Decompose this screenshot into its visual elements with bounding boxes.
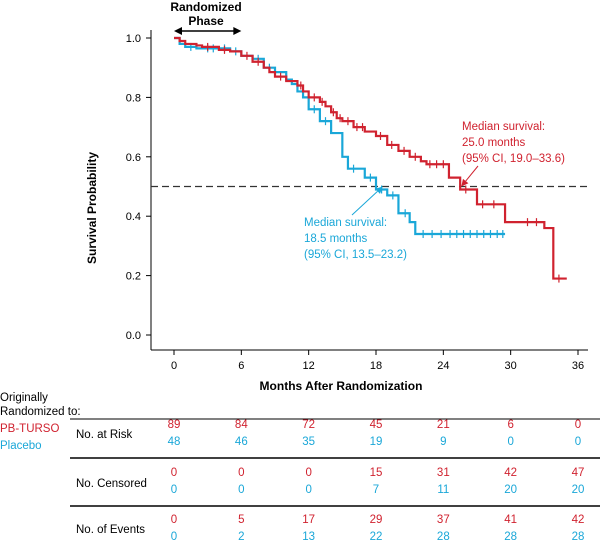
y-axis-title: Survival Probability: [85, 152, 99, 264]
y-tick-label: 0.6: [126, 152, 141, 164]
risk-cell-pb-turso: 0: [238, 467, 244, 479]
risk-cell-placebo: 20: [572, 484, 585, 496]
x-tick-label: 12: [303, 360, 315, 372]
risk-cell-pb-turso: 15: [370, 467, 383, 479]
randomized-phase-marker: Randomized Phase: [170, 0, 242, 35]
y-tick-label: 0.8: [126, 92, 141, 104]
risk-cell-pb-turso: 45: [370, 419, 383, 431]
risk-cell-pb-turso: 89: [168, 419, 181, 431]
y-tick-label: 0.4: [126, 211, 141, 223]
plot-axes: 0.0 0.2 0.4 0.6 0.8 1.0 0 6 12 18 24 30 36: [126, 30, 588, 372]
row-label-at-risk: No. at Risk: [76, 429, 132, 441]
risk-cell-placebo: 2: [238, 531, 244, 543]
risk-cell-pb-turso: 0: [575, 419, 581, 431]
risk-cell-placebo: 0: [305, 484, 311, 496]
risk-cell-pb-turso: 47: [572, 467, 585, 479]
group-label-placebo: Placebo: [0, 440, 42, 452]
risk-cell-placebo: 35: [302, 436, 315, 448]
x-tick-label: 0: [171, 360, 177, 372]
risk-cell-placebo: 46: [235, 436, 248, 448]
risk-cell-pb-turso: 31: [437, 467, 450, 479]
risk-cell-pb-turso: 72: [302, 419, 315, 431]
placebo-median-arrow: [351, 186, 383, 216]
risk-table-cells: 8948844672354519219600000000015731114220…: [168, 419, 585, 543]
placebo-median-line2: 18.5 months: [304, 233, 368, 245]
row-label-censored: No. Censored: [76, 478, 147, 490]
phase-arrowhead-right: [233, 27, 242, 35]
placebo-median-line3: (95% CI, 13.5–23.2): [304, 249, 407, 261]
row-label-events: No. of Events: [76, 524, 145, 536]
risk-cell-placebo: 28: [572, 531, 585, 543]
risk-cell-placebo: 22: [370, 531, 383, 543]
risk-cell-pb-turso: 37: [437, 514, 450, 526]
placebo-arrow-head: [375, 186, 383, 194]
x-tick-label: 18: [370, 360, 382, 372]
annotation-placebo-median: Median survival: 18.5 months (95% CI, 13…: [304, 186, 407, 261]
phase-range-arrow: [174, 27, 242, 35]
risk-cell-pb-turso: 21: [437, 419, 450, 431]
risk-cell-placebo: 28: [437, 531, 450, 543]
risk-cell-placebo: 0: [171, 484, 177, 496]
x-tick-label: 30: [505, 360, 517, 372]
placebo-median-line1: Median survival:: [304, 217, 387, 229]
risk-cell-pb-turso: 42: [572, 514, 585, 526]
phase-arrowhead-left: [174, 27, 182, 35]
x-axis-title: Months After Randomization: [260, 379, 423, 393]
risk-cell-placebo: 20: [504, 484, 517, 496]
annotation-pb-turso-median: Median survival: 25.0 months (95% CI, 19…: [461, 121, 565, 187]
x-tick-label: 6: [238, 360, 244, 372]
risk-cell-placebo: 0: [507, 436, 513, 448]
x-tick-label: 24: [437, 360, 449, 372]
turso-median-arrow: [461, 165, 479, 187]
survival-curve-pb-turso: [174, 36, 567, 280]
risk-cell-pb-turso: 6: [507, 419, 513, 431]
risk-cell-placebo: 0: [238, 484, 244, 496]
risk-cell-pb-turso: 0: [171, 467, 177, 479]
y-tick-label: 0.2: [126, 271, 141, 283]
risk-table-header-line1: Originally: [0, 392, 48, 404]
risk-cell-placebo: 9: [440, 436, 446, 448]
phase-label-line2: Phase: [188, 14, 224, 28]
survival-curves: [174, 36, 567, 283]
x-tick-label: 36: [572, 360, 584, 372]
y-tick-label: 1.0: [126, 33, 141, 45]
turso-median-line2: 25.0 months: [462, 137, 526, 149]
survival-curve-placebo: [174, 36, 506, 236]
risk-cell-pb-turso: 84: [235, 419, 248, 431]
risk-table-header-line2: Randomized to:: [0, 406, 81, 418]
risk-cell-pb-turso: 17: [302, 514, 315, 526]
risk-cell-placebo: 7: [373, 484, 379, 496]
turso-median-line1: Median survival:: [462, 121, 545, 133]
risk-cell-pb-turso: 0: [171, 514, 177, 526]
placebo-arrow-shaft: [351, 190, 378, 216]
turso-median-line3: (95% CI, 19.0–33.6): [462, 153, 565, 165]
turso-arrow-head: [461, 178, 469, 187]
risk-cell-pb-turso: 42: [504, 467, 517, 479]
phase-label-line1: Randomized: [170, 0, 241, 14]
risk-cell-pb-turso: 5: [238, 514, 244, 526]
group-label-pb-turso: PB-TURSO: [0, 423, 59, 435]
risk-cell-pb-turso: 29: [370, 514, 383, 526]
risk-cell-pb-turso: 0: [305, 467, 311, 479]
risk-cell-placebo: 0: [171, 531, 177, 543]
risk-cell-placebo: 11: [437, 484, 449, 496]
risk-cell-placebo: 28: [504, 531, 517, 543]
risk-cell-placebo: 48: [168, 436, 181, 448]
risk-cell-placebo: 19: [370, 436, 383, 448]
risk-cell-placebo: 0: [575, 436, 581, 448]
risk-cell-placebo: 13: [302, 531, 315, 543]
y-tick-label: 0.0: [126, 330, 141, 342]
risk-cell-pb-turso: 41: [504, 514, 517, 526]
turso-arrow-shaft: [465, 165, 479, 182]
risk-table: Originally Randomized to: PB-TURSO Place…: [0, 392, 600, 543]
